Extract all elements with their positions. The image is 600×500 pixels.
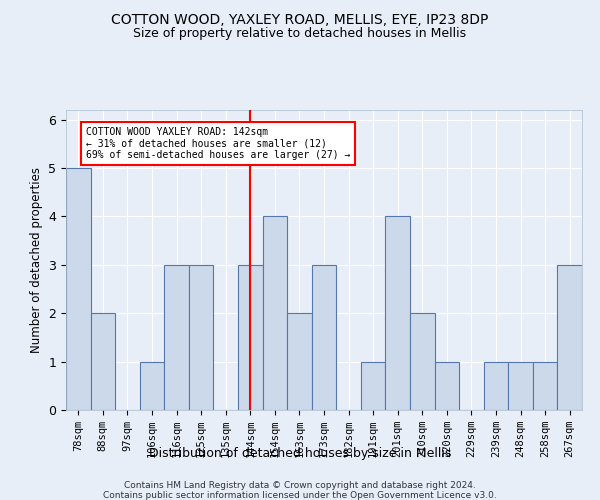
Bar bbox=[66, 168, 91, 410]
Bar bbox=[361, 362, 385, 410]
Bar bbox=[434, 362, 459, 410]
Bar bbox=[508, 362, 533, 410]
Bar bbox=[140, 362, 164, 410]
Text: Size of property relative to detached houses in Mellis: Size of property relative to detached ho… bbox=[133, 28, 467, 40]
Bar bbox=[484, 362, 508, 410]
Bar bbox=[164, 265, 189, 410]
Bar bbox=[263, 216, 287, 410]
Bar bbox=[91, 313, 115, 410]
Text: COTTON WOOD, YAXLEY ROAD, MELLIS, EYE, IP23 8DP: COTTON WOOD, YAXLEY ROAD, MELLIS, EYE, I… bbox=[112, 12, 488, 26]
Bar bbox=[312, 265, 336, 410]
Text: COTTON WOOD YAXLEY ROAD: 142sqm
← 31% of detached houses are smaller (12)
69% of: COTTON WOOD YAXLEY ROAD: 142sqm ← 31% of… bbox=[86, 127, 350, 160]
Bar bbox=[287, 313, 312, 410]
Y-axis label: Number of detached properties: Number of detached properties bbox=[30, 167, 43, 353]
Bar bbox=[238, 265, 263, 410]
Bar bbox=[410, 313, 434, 410]
Text: Contains HM Land Registry data © Crown copyright and database right 2024.: Contains HM Land Registry data © Crown c… bbox=[124, 481, 476, 490]
Bar bbox=[557, 265, 582, 410]
Bar bbox=[533, 362, 557, 410]
Text: Distribution of detached houses by size in Mellis: Distribution of detached houses by size … bbox=[149, 448, 451, 460]
Bar bbox=[385, 216, 410, 410]
Text: Contains public sector information licensed under the Open Government Licence v3: Contains public sector information licen… bbox=[103, 491, 497, 500]
Bar bbox=[189, 265, 214, 410]
